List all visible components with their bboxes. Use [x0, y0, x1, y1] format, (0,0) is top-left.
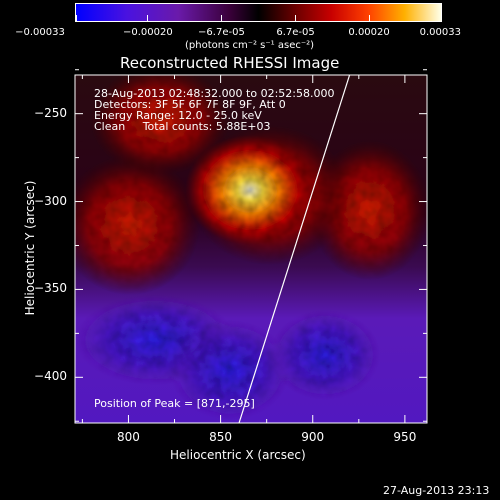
colorbar — [75, 3, 442, 22]
colorbar-tick — [75, 15, 77, 21]
emission-core — [185, 135, 315, 245]
annotation-time-range: 28-Aug-2013 02:48:32.000 to 02:52:58.000 — [94, 87, 335, 100]
annotation-method: Clean Total counts: 5.88E+03 — [94, 120, 271, 133]
emission-lobe-upper — [90, 75, 230, 175]
colorbar-tick-label: 0.00033 — [419, 27, 461, 38]
colorbar-unit: (photons cm⁻² s⁻¹ asec⁻²) — [185, 40, 315, 51]
annotation-detectors: Detectors: 3F 5F 6F 7F 8F 9F, Att 0 — [94, 98, 286, 111]
footer-timestamp: 27-Aug-2013 23:13 — [383, 484, 490, 497]
x-tick-label: 800 — [116, 430, 140, 444]
colorbar-tick-label: −6.7e-05 — [198, 27, 245, 38]
plot-frame — [74, 74, 428, 424]
colorbar-tick-label: 6.7e-05 — [276, 27, 315, 38]
y-tick-label: −300 — [34, 193, 67, 208]
colorbar-tick — [147, 15, 149, 21]
y-tick-label: −400 — [34, 369, 67, 384]
solar-limb-line — [238, 75, 351, 423]
x-tick-label: 850 — [209, 430, 233, 444]
colorbar-tick — [368, 15, 370, 21]
axis-ticks — [75, 69, 427, 423]
chart-title: Reconstructed RHESSI Image — [120, 54, 340, 72]
y-tick-label: −250 — [34, 105, 67, 120]
colorbar-tick — [220, 15, 222, 21]
annotation-peak-position: Position of Peak = [871,-295] — [94, 397, 255, 410]
colorbar-tick-label: −0.00020 — [123, 27, 173, 38]
x-tick-label: 900 — [301, 430, 325, 444]
colorbar-tick-label: 0.00020 — [348, 27, 390, 38]
y-axis-label: Heliocentric Y (arcsec) — [23, 180, 37, 316]
emission-lobe-left — [75, 155, 200, 295]
colorbar-tick-label: −0.00033 — [15, 27, 65, 38]
colorbar-tick — [295, 15, 297, 21]
negative-region-right — [270, 310, 380, 400]
y-tick-label: −350 — [34, 281, 67, 296]
x-axis-label: Heliocentric X (arcsec) — [170, 448, 306, 462]
annotation-energy-range: Energy Range: 12.0 - 25.0 keV — [94, 109, 262, 122]
x-tick-label: 950 — [393, 430, 417, 444]
negative-region-center — [170, 320, 290, 420]
colorbar-tick — [440, 15, 442, 21]
